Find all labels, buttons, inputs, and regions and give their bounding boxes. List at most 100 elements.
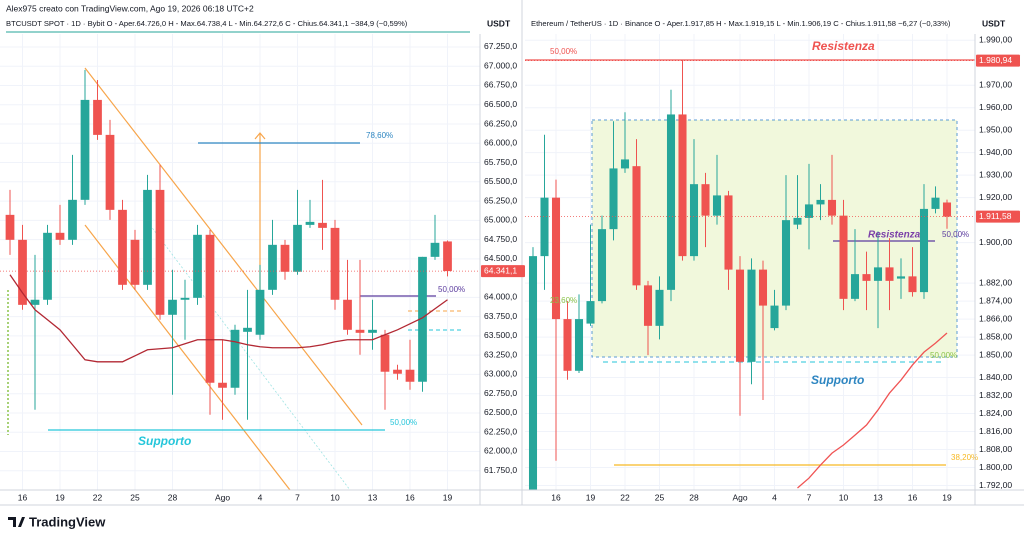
x-tick-label: 10 — [330, 492, 340, 502]
y-tick-label: 1.900,00 — [979, 237, 1012, 247]
candle-body — [793, 217, 802, 225]
axis-title: USDT — [487, 18, 511, 28]
candles — [5, 69, 452, 420]
x-tick-label: 22 — [93, 492, 103, 502]
candle-body — [155, 189, 165, 315]
candle-body — [430, 242, 440, 257]
y-tick-label: 1.940,00 — [979, 147, 1012, 157]
candle-body — [931, 197, 940, 209]
candle-body — [118, 209, 127, 285]
x-tick-label: 19 — [942, 492, 952, 502]
y-tick-label: 65.000,0 — [484, 215, 517, 225]
y-tick-label: 66.250,0 — [484, 118, 517, 128]
y-tick-label: 65.750,0 — [484, 157, 517, 167]
candle-body — [355, 329, 365, 333]
candles — [528, 60, 952, 490]
y-tick-label: 1.858,00 — [979, 331, 1012, 341]
candle-body — [180, 297, 190, 300]
candle-body — [666, 114, 676, 290]
annotation: 38,20% — [951, 453, 978, 462]
candle-body — [885, 267, 894, 281]
candle-body — [528, 256, 538, 490]
candle-body — [168, 299, 177, 315]
candle-body — [68, 199, 77, 240]
y-tick-label: 67.000,0 — [484, 60, 517, 70]
candle-body — [318, 222, 327, 228]
candle-body — [689, 184, 699, 257]
candle-body — [712, 195, 722, 216]
candle-body — [850, 274, 860, 299]
annotation: 50,00% — [930, 351, 957, 360]
candle-body — [551, 197, 561, 320]
candle-body — [839, 215, 848, 299]
y-tick-label: 63.000,0 — [484, 369, 517, 379]
candle-body — [896, 276, 906, 279]
y-tick-label: 1.832,00 — [979, 390, 1012, 400]
grid — [0, 34, 975, 490]
y-tick-label: 1.792,00 — [979, 480, 1012, 490]
arrow-head — [254, 132, 266, 140]
y-tick-label: 1.800,00 — [979, 462, 1012, 472]
candle-body — [701, 184, 710, 216]
candle-body — [586, 301, 595, 324]
y-tick-label: 67.250,0 — [484, 41, 517, 51]
candle-body — [5, 214, 15, 240]
candle-body — [827, 199, 837, 216]
y-tick-label: 62.750,0 — [484, 388, 517, 398]
candle-body — [655, 289, 664, 326]
x-tick-label: 16 — [551, 492, 561, 502]
y-tick-label: 1.808,00 — [979, 444, 1012, 454]
candle-body — [540, 197, 549, 257]
candle-body — [193, 234, 202, 298]
x-tick-label: 13 — [368, 492, 378, 502]
y-tick-label: 1.850,00 — [979, 349, 1012, 359]
candle-body — [563, 319, 572, 371]
x-tick-label: 19 — [55, 492, 65, 502]
candle-body — [758, 269, 768, 306]
candle-body — [368, 329, 377, 333]
y-tick-label: 1.874,00 — [979, 295, 1012, 305]
y-tick-label: 62.000,0 — [484, 446, 517, 456]
x-tick-label: 28 — [689, 492, 699, 502]
candle-body — [418, 256, 427, 382]
candle-body — [643, 285, 653, 326]
candle-body — [862, 274, 871, 281]
y-tick-label: 1.840,00 — [979, 372, 1012, 382]
price-label-box — [481, 265, 525, 278]
moving-average — [9, 274, 448, 363]
legend: BTCUSDT SPOT · 1D · Bybit O - Aper.64.72… — [6, 19, 408, 28]
candle-body — [804, 204, 814, 218]
y-tick-label: 63.250,0 — [484, 349, 517, 359]
x-tick-label: 16 — [405, 492, 415, 502]
x-tick-label: 7 — [295, 492, 300, 502]
candle-body — [609, 168, 618, 230]
candle-body — [230, 329, 240, 388]
logo: TradingView — [8, 514, 106, 529]
logo-mark — [8, 517, 25, 527]
annotation: Resistenza — [812, 39, 875, 53]
candle-body — [393, 369, 402, 374]
y-tick-label: 1.920,00 — [979, 192, 1012, 202]
marks — [0, 60, 975, 490]
y-tick-label: 62.500,0 — [484, 407, 517, 417]
y-tick-label: 61.750,0 — [484, 465, 517, 475]
y-tick-label: 1.930,00 — [979, 169, 1012, 179]
candle-body — [919, 208, 929, 293]
y-tick-label: 1.950,00 — [979, 124, 1012, 134]
annotation: 50,00% — [550, 47, 577, 56]
candle-body — [770, 305, 779, 329]
y-tick-label: 66.500,0 — [484, 99, 517, 109]
y-tick-label: 1.866,00 — [979, 313, 1012, 323]
candle-body — [55, 232, 65, 240]
annotation: 78,60% — [366, 131, 393, 140]
header: Alex975 creato con TradingView.com, Ago … — [6, 3, 254, 13]
candle-body — [380, 334, 390, 372]
x-tick-label: Ago — [215, 492, 230, 502]
y-tick-label: 1.990,00 — [979, 34, 1012, 44]
annotation: 23,60% — [550, 296, 577, 305]
price-label: 1.980,94 — [979, 55, 1012, 65]
legend: Ethereum / TetherUS · 1D · Binance O - A… — [531, 19, 951, 28]
price-label: 1.911,58 — [979, 211, 1012, 221]
candle-body — [574, 319, 584, 371]
